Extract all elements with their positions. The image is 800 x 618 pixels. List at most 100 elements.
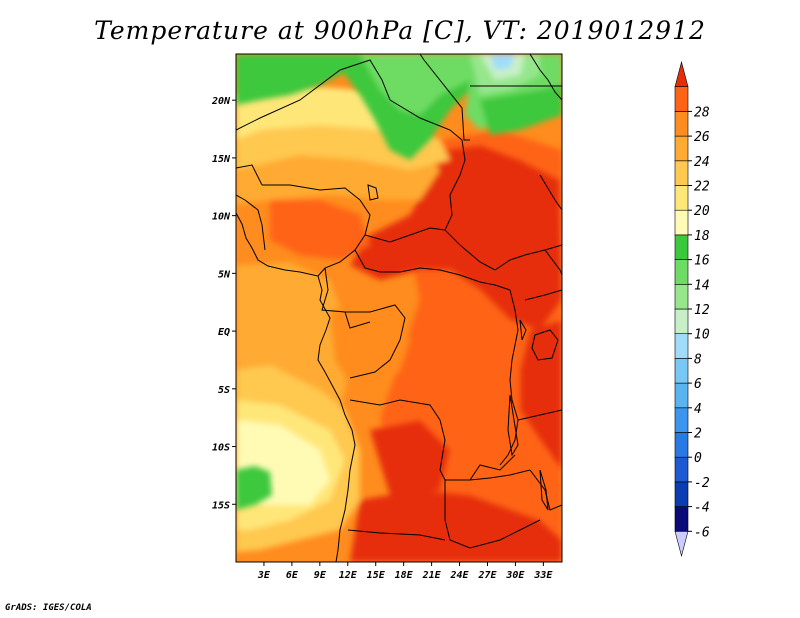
border-angola-zambia [445,469,531,481]
country-borders [236,54,562,562]
coastline-west-africa [236,212,356,562]
border-libya-egypt [419,54,470,141]
lake-victoria [531,329,559,361]
lon-tick-label: 15E [367,570,386,581]
lat-tick-label: 5N [218,269,231,280]
colorbar-label: -2 [694,476,710,491]
cool-field-north [236,54,562,160]
colorbar-swatch [674,333,689,359]
colorbar-swatch [674,135,689,162]
colorbar-swatch [674,234,689,260]
colorbar-label: 2 [694,427,702,442]
lat-tick-label: 10N [212,212,231,223]
border-mali-niger [236,164,263,186]
lon-tick-label: 27E [477,570,497,581]
lon-tick-label: 3E [257,570,271,581]
map-frame [235,53,563,563]
border-uganda-kenya [524,289,562,301]
border-cameroon-gabon [321,267,371,329]
lat-tick-label: 5S [218,385,230,396]
lon-tick-label: 24E [450,570,470,581]
field-28-central [350,145,562,330]
colorbar-label: 26 [694,130,710,145]
latitude-ticks: 20N 15N 10N 5N EQ 5S 10S 15S [211,96,236,511]
field-28-se [520,320,562,470]
border-angola-north [349,399,446,481]
border-congo [345,304,406,379]
border-chad-car [364,227,496,271]
longitude-ticks: 3E 6E 9E 12E 15E 18E 21E 24E 27E 30E 33E [257,562,553,581]
grads-credit: GrADS: IGES/COLA [5,603,92,613]
border-drc-east [499,289,519,466]
border-algeria-niger [236,69,341,131]
lon-tick-label: 9E [314,570,327,581]
colorbar-label: 12 [694,303,710,318]
temperature-field [236,85,562,562]
lat-tick-label: 15S [212,500,230,511]
colorbar-swatch [674,358,689,384]
border-zambia-zimbabwe [444,480,541,549]
colorbar-label: 10 [694,328,710,343]
lon-tick-label: 33E [533,570,553,581]
colorbar-label: 24 [694,155,710,170]
red-sea-coast [529,54,562,101]
field-28-south [350,490,562,562]
field-24-congo [330,305,410,390]
colorbar-swatch [674,481,689,507]
colorbar-label: 8 [694,352,702,367]
lat-tick-label: EQ [218,327,230,338]
lat-tick-label: 10S [212,443,230,454]
border-sudan-south [494,244,562,271]
colorbar-label: 16 [694,254,710,269]
field-6-ne [490,54,515,70]
colorbar-swatch [674,407,689,433]
lat-tick-label: 15N [212,154,231,165]
border-car-drc [354,249,511,291]
field-14-sw-patch [236,466,272,510]
lon-tick-label: 30E [505,570,525,581]
lake-chad [367,184,379,201]
field-14-ne [480,85,562,135]
colorbar-swatch [674,506,689,532]
lon-tick-label: 21E [422,570,442,581]
colorbar-swatch [674,185,689,211]
field-12-north [360,54,470,115]
border-ethiopia [539,174,562,211]
colorbar-label: 22 [694,180,710,195]
colorbar-swatch [674,86,689,112]
border-niger-nigeria [262,184,361,201]
field-28-sw-interior [370,420,450,495]
colorbar-label: 6 [694,377,702,392]
colorbar-label: 28 [694,105,710,120]
lake-malawi [539,469,549,511]
colorbar-label: 20 [694,204,710,219]
colorbar-swatch [674,259,689,285]
map-title: Temperature at 900hPa [C], VT: 201901291… [94,16,706,45]
colorbar-label: 18 [694,229,710,244]
lake-tanganyika [507,394,519,457]
colorbar-swatch [674,382,689,409]
colorbar-swatch [674,283,689,310]
colorbar-label: 4 [694,402,702,417]
border-kenya [544,249,562,276]
lon-tick-label: 6E [286,570,299,581]
map-plot-area [236,54,562,562]
colorbar-label: -6 [694,525,710,540]
border-burkina [236,194,266,251]
colorbar-swatch [674,308,689,335]
border-tanzania [517,409,562,421]
border-niger-libya [339,59,391,101]
border-namibia [347,529,446,541]
colorbar-swatch [674,111,689,137]
colorbar-label: 14 [694,278,710,293]
lon-tick-label: 18E [395,570,414,581]
colorbar-label: 0 [694,451,702,466]
border-chad-sudan [389,99,466,231]
lon-tick-label: 12E [339,570,358,581]
colorbar-label: -4 [694,501,710,516]
colorbar-swatch [674,160,689,186]
lake-albert [519,319,527,341]
colorbar-high-triangle [674,60,689,87]
